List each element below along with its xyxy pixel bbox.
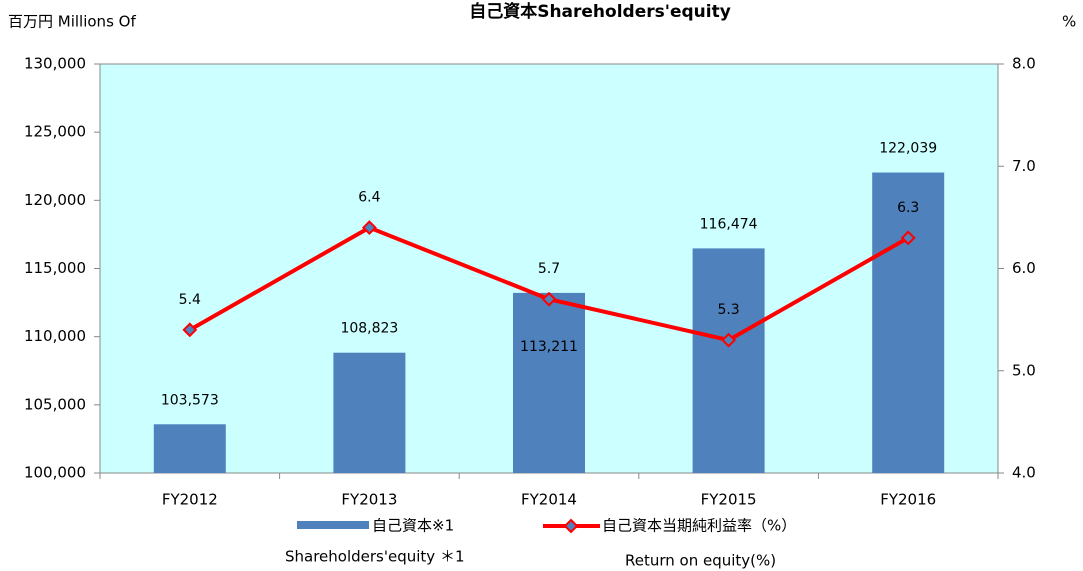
bar-value-label: 103,573	[161, 392, 219, 408]
legend-marker	[563, 518, 579, 534]
line-marker	[182, 322, 198, 338]
bar-value-label: 122,039	[879, 141, 937, 157]
y-tick-label: 125,000	[24, 123, 86, 141]
y2-axis-label: %	[1062, 13, 1076, 31]
x-tick-label: FY2012	[162, 491, 218, 509]
bar	[872, 172, 945, 473]
legend-swatch	[297, 521, 369, 529]
y-axis-label: 百万円 Millions Of	[8, 13, 136, 31]
line-marker	[721, 332, 737, 348]
line-marker	[361, 220, 377, 236]
y2-tick-label: 8.0	[1012, 55, 1036, 73]
bar	[153, 424, 226, 473]
line-marker	[541, 291, 557, 307]
line-value-label: 5.7	[538, 261, 560, 277]
y2-tick-label: 5.0	[1012, 361, 1036, 379]
x-tick-label: FY2014	[521, 491, 577, 509]
y-tick-label: 130,000	[24, 55, 86, 73]
legend-sublabel: Return on equity(%)	[625, 552, 776, 570]
y2-tick-label: 4.0	[1012, 464, 1036, 482]
bar	[513, 292, 585, 473]
y2-tick-label: 6.0	[1012, 259, 1036, 277]
x-tick-label: FY2015	[701, 491, 757, 509]
line-value-label: 5.4	[179, 292, 201, 308]
y-tick-label: 115,000	[24, 259, 86, 277]
y-tick-label: 120,000	[24, 191, 86, 209]
legend-sublabel: Shareholders'equity ＊1	[285, 548, 465, 566]
bar-value-label: 108,823	[340, 321, 398, 337]
x-tick-label: FY2013	[341, 491, 397, 509]
bar	[333, 352, 406, 473]
y-tick-label: 100,000	[24, 464, 86, 482]
y2-tick-label: 7.0	[1012, 157, 1036, 175]
legend-label: 自己資本※1	[372, 517, 454, 535]
bar-value-label: 116,474	[700, 216, 758, 232]
bar-value-label: 113,211	[520, 339, 578, 355]
line-value-label: 5.3	[717, 302, 739, 318]
x-tick-label: FY2016	[880, 491, 936, 509]
line-value-label: 6.4	[358, 190, 380, 206]
chart-title: 自己資本Shareholders'equity	[469, 1, 731, 22]
y-tick-label: 105,000	[24, 395, 86, 413]
line-value-label: 6.3	[897, 200, 919, 216]
bar	[692, 248, 765, 473]
line-marker	[900, 230, 916, 246]
y-tick-label: 110,000	[24, 327, 86, 345]
legend-label: 自己資本当期純利益率（%）	[602, 517, 796, 535]
